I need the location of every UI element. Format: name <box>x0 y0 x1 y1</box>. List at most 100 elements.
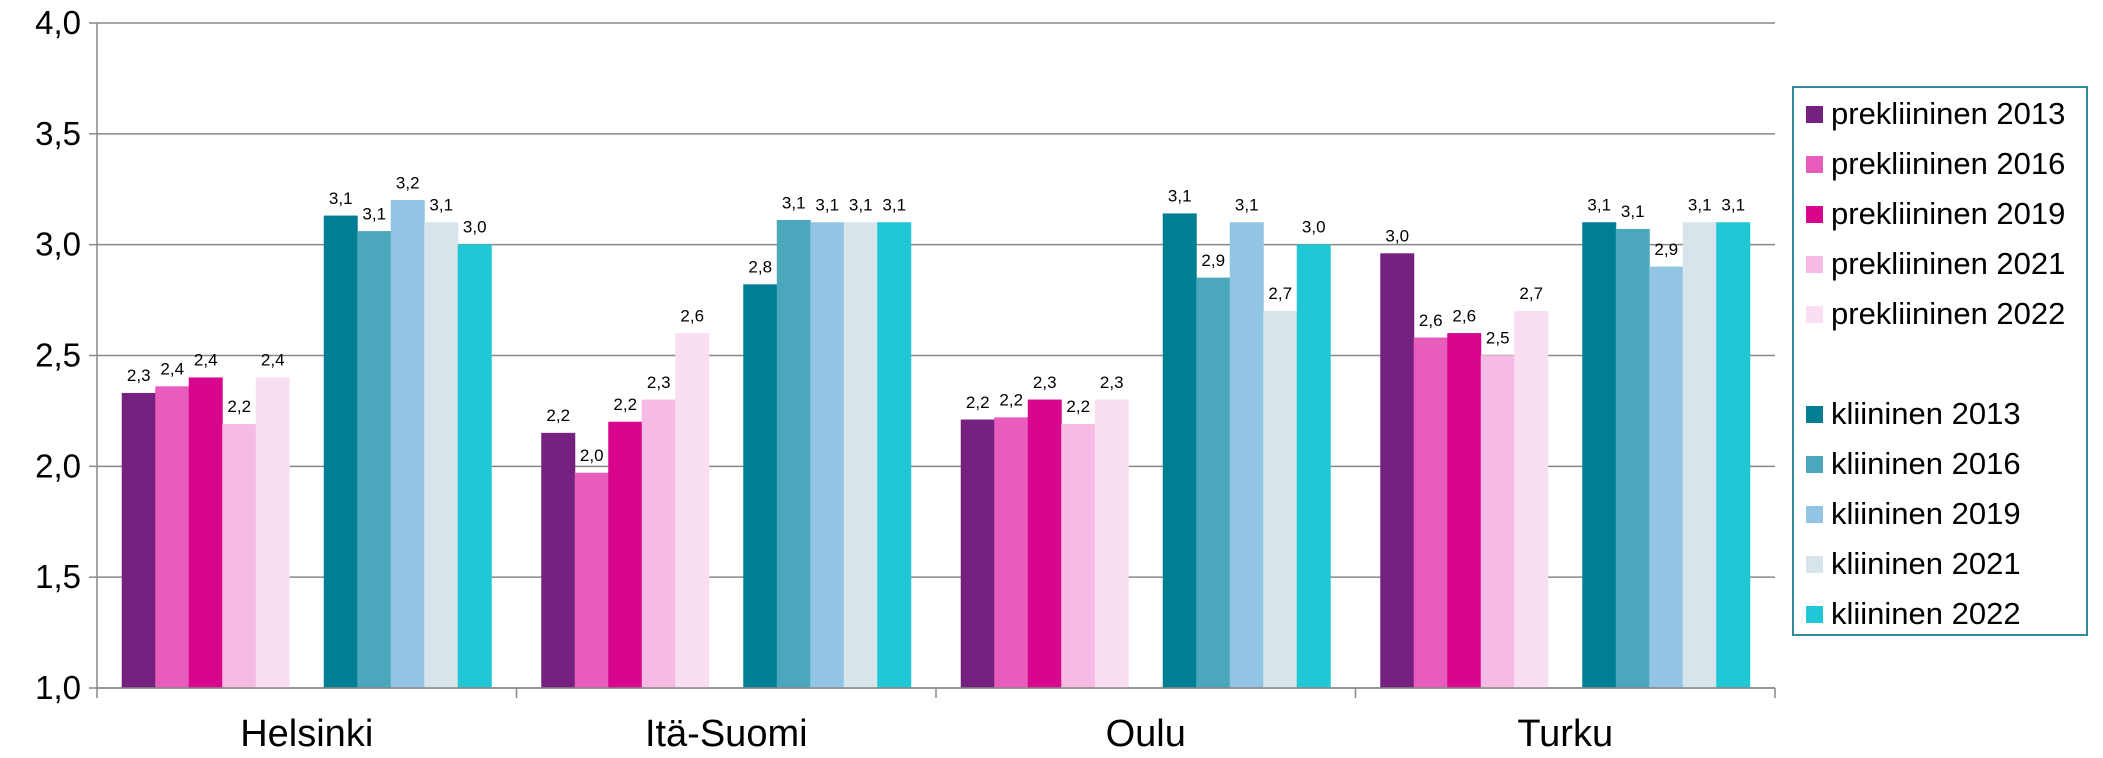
bar-value-label: 2,3 <box>1033 373 1057 392</box>
bar <box>323 215 358 689</box>
x-category-label: Turku <box>1517 713 1613 753</box>
y-tick-label: 2,0 <box>35 447 81 484</box>
legend-item: prekliininen 2016 <box>1806 144 2065 184</box>
legend-item: kliininen 2019 <box>1806 494 2021 534</box>
legend-label: kliininen 2022 <box>1831 596 2021 631</box>
bar-value-label: 2,2 <box>1066 397 1090 416</box>
bar-value-label: 2,2 <box>613 395 637 414</box>
bar-value-label: 2,7 <box>1519 284 1543 303</box>
bar <box>1263 310 1298 689</box>
bar-value-label: 3,1 <box>815 196 839 215</box>
bar <box>960 419 995 689</box>
legend-swatch <box>1806 155 1823 173</box>
bar <box>877 222 912 689</box>
legend-item: kliininen 2021 <box>1806 544 2021 584</box>
legend-item: prekliininen 2019 <box>1806 194 2065 234</box>
bar-value-label: 2,3 <box>647 373 671 392</box>
bar <box>1716 222 1751 689</box>
legend-swatch <box>1806 205 1823 223</box>
legend-swatch <box>1806 555 1823 573</box>
bar <box>188 377 223 689</box>
bar-value-label: 3,0 <box>1385 227 1409 246</box>
bar-value-label: 2,2 <box>966 393 990 412</box>
bar-value-label: 3,2 <box>396 173 420 192</box>
legend-swatch <box>1806 605 1823 623</box>
bar <box>1447 333 1482 689</box>
legend-item: kliininen 2022 <box>1806 594 2021 634</box>
bar <box>1380 253 1415 689</box>
bar-value-label: 2,5 <box>1486 329 1510 348</box>
legend-label: prekliininen 2016 <box>1831 146 2066 181</box>
bar-value-label: 2,9 <box>1654 240 1678 259</box>
y-tick-label: 1,5 <box>35 558 81 595</box>
legend-label: kliininen 2019 <box>1831 496 2021 531</box>
bar-value-label: 2,6 <box>1419 311 1443 330</box>
x-category-label: Helsinki <box>240 713 373 753</box>
bar <box>574 472 609 689</box>
bar <box>1514 310 1549 689</box>
bar-value-label: 2,6 <box>1452 306 1476 325</box>
bar-value-label: 3,1 <box>1587 196 1611 215</box>
legend-swatch <box>1806 455 1823 473</box>
bar <box>1196 277 1231 689</box>
legend-label: kliininen 2016 <box>1831 446 2021 481</box>
bar-value-label: 3,1 <box>329 189 353 208</box>
bar-value-label: 3,1 <box>849 196 873 215</box>
bar <box>255 377 290 689</box>
bar-value-label: 2,2 <box>999 391 1023 410</box>
bar-value-label: 3,1 <box>1688 196 1712 215</box>
legend-item: prekliininen 2013 <box>1806 94 2065 134</box>
legend-label: prekliininen 2022 <box>1831 296 2066 331</box>
bar <box>357 231 392 689</box>
bar-value-label: 3,1 <box>882 196 906 215</box>
bar <box>641 399 676 689</box>
legend-label: prekliininen 2013 <box>1831 96 2066 131</box>
bar <box>608 421 643 689</box>
x-category-label: Itä-Suomi <box>645 713 808 753</box>
bar <box>390 200 425 689</box>
bar-value-label: 2,4 <box>194 351 218 370</box>
legend-swatch <box>1806 255 1823 273</box>
bar <box>743 284 778 689</box>
bar-value-label: 2,3 <box>127 366 151 385</box>
bar-value-label: 3,1 <box>429 196 453 215</box>
bar <box>121 392 156 689</box>
legend-label: prekliininen 2019 <box>1831 196 2066 231</box>
bar <box>1480 355 1515 689</box>
bar-value-label: 2,9 <box>1201 251 1225 270</box>
bar-value-label: 2,7 <box>1268 284 1292 303</box>
bar <box>424 222 459 689</box>
bar-value-label: 3,1 <box>782 193 806 212</box>
bar <box>675 333 710 689</box>
bar <box>1162 213 1197 689</box>
bar-value-label: 2,4 <box>160 360 184 379</box>
legend-item: prekliininen 2021 <box>1806 244 2065 284</box>
bar <box>1615 228 1650 689</box>
legend-swatch <box>1806 505 1823 523</box>
bar <box>776 220 811 689</box>
bar-value-label: 2,0 <box>580 446 604 465</box>
bar <box>1649 266 1684 689</box>
bar-value-label: 3,1 <box>1235 196 1259 215</box>
bar <box>1094 399 1129 689</box>
y-tick-label: 3,0 <box>35 226 81 263</box>
legend-item: prekliininen 2022 <box>1806 294 2065 334</box>
legend-swatch <box>1806 305 1823 323</box>
bar <box>810 222 845 689</box>
legend-label: kliininen 2021 <box>1831 546 2021 581</box>
bar-value-label: 2,3 <box>1100 373 1124 392</box>
y-tick-label: 4,0 <box>35 4 81 41</box>
bar <box>1229 222 1264 689</box>
legend-swatch <box>1806 105 1823 123</box>
bar <box>222 423 257 689</box>
legend-swatch <box>1806 405 1823 423</box>
legend-label: kliininen 2013 <box>1831 396 2021 431</box>
bar <box>1413 337 1448 689</box>
bar <box>994 417 1029 689</box>
bar <box>843 222 878 689</box>
legend-item: kliininen 2013 <box>1806 394 2021 434</box>
bar-value-label: 2,8 <box>748 258 772 277</box>
bar-value-label: 3,0 <box>463 218 487 237</box>
